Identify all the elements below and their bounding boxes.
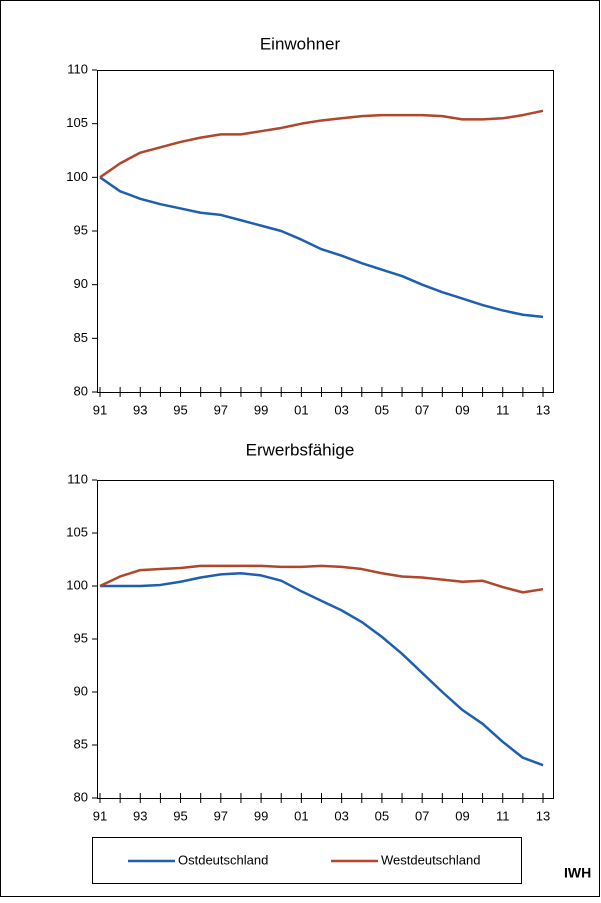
x-tick-label: 11 xyxy=(496,402,510,417)
y-tick-label: 85 xyxy=(74,736,88,751)
plot-area xyxy=(97,480,554,799)
y-tick-label: 90 xyxy=(74,276,88,291)
x-tick-label: 05 xyxy=(375,808,389,823)
series-line xyxy=(99,564,544,594)
x-tick-label: 13 xyxy=(536,808,550,823)
x-tick-label: 95 xyxy=(173,808,187,823)
y-tick-label: 95 xyxy=(74,630,88,645)
x-tick-label: 09 xyxy=(455,402,469,417)
y-tick-label: 95 xyxy=(74,222,88,237)
legend-label: Ostdeutschland xyxy=(178,852,268,867)
x-tick-label: 91 xyxy=(93,808,107,823)
x-tick-label: 09 xyxy=(455,808,469,823)
y-tick-label: 90 xyxy=(74,683,88,698)
x-tick-label: 95 xyxy=(173,402,187,417)
y-tick-label: 110 xyxy=(67,61,88,76)
y-tick-label: 105 xyxy=(66,115,88,130)
chart-title: Einwohner xyxy=(260,34,341,53)
x-tick-label: 01 xyxy=(294,808,308,823)
x-tick-label: 93 xyxy=(133,402,147,417)
x-tick-label: 99 xyxy=(254,402,268,417)
x-tick-label: 05 xyxy=(375,402,389,417)
y-tick-label: 80 xyxy=(74,789,88,804)
x-tick-label: 03 xyxy=(334,808,348,823)
x-tick-label: 13 xyxy=(536,402,550,417)
x-tick-label: 07 xyxy=(415,402,429,417)
series-line xyxy=(99,176,544,319)
y-tick-label: 100 xyxy=(66,169,88,184)
x-tick-label: 99 xyxy=(254,808,268,823)
y-tick-label: 85 xyxy=(74,330,88,345)
y-tick-label: 100 xyxy=(66,577,88,592)
x-tick-label: 07 xyxy=(415,808,429,823)
chart-title: Erwerbsfähige xyxy=(246,440,355,459)
legend-box xyxy=(92,837,522,884)
series-line xyxy=(100,572,544,767)
x-tick-label: 03 xyxy=(334,402,348,417)
y-tick-label: 80 xyxy=(74,383,88,398)
x-tick-label: 01 xyxy=(294,402,308,417)
x-tick-label: 91 xyxy=(93,402,107,417)
y-tick-label: 110 xyxy=(67,471,88,486)
source: IWH xyxy=(564,865,591,881)
plot-area xyxy=(97,70,554,393)
y-tick-label: 105 xyxy=(66,524,88,539)
series-line xyxy=(99,109,544,179)
x-tick-label: 93 xyxy=(133,808,147,823)
x-tick-label: 11 xyxy=(496,808,510,823)
legend-label: Westdeutschland xyxy=(381,852,481,867)
x-tick-label: 97 xyxy=(214,402,228,417)
x-tick-label: 97 xyxy=(214,808,228,823)
